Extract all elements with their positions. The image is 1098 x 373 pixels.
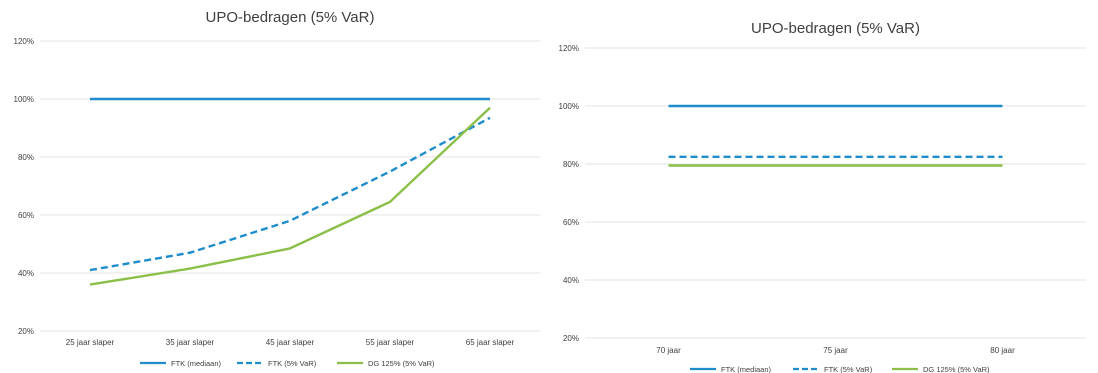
chart-right: UPO-bedragen (5% VaR) 20% 40% 60% 80% 100% 120… (548, 0, 1098, 373)
y-tick-label: 60% (18, 211, 34, 220)
x-tick-label: 65 jaar slaper (466, 338, 515, 347)
x-tick-label: 35 jaar slaper (166, 338, 215, 347)
y-tick-label: 80% (563, 160, 579, 169)
legend-label: FTK (mediaan) (721, 365, 772, 373)
y-tick-label: 20% (18, 327, 34, 336)
x-tick-label: 45 jaar slaper (266, 338, 315, 347)
chart-left: UPO-bedragen (5% VaR) 20% 40% 60% 80% 100% 120… (0, 0, 548, 373)
legend-label: DG 125% (5% VaR) (368, 359, 435, 368)
y-tick-label: 100% (14, 95, 34, 104)
series-line-2 (89, 116, 491, 272)
legend-label: FTK (5% VaR) (824, 365, 873, 373)
legend-label: FTK (mediaan) (171, 359, 222, 368)
x-tick-label: 75 jaar (823, 346, 848, 355)
y-tick-label: 80% (18, 153, 34, 162)
y-tick-label: 40% (563, 276, 579, 285)
y-tick-label: 120% (14, 37, 34, 46)
y-tick-label: 120% (559, 44, 579, 53)
series-line-3 (89, 106, 491, 286)
legend-label: FTK (5% VaR) (268, 359, 317, 368)
x-tick-label: 55 jaar slaper (366, 338, 415, 347)
x-tick-label: 70 jaar (656, 346, 681, 355)
legend-label: DG 125% (5% VaR) (923, 365, 990, 373)
chart-svg: UPO-bedragen (5% VaR) 20% 40% 60% 80% 100% 120… (559, 20, 1086, 373)
chart-title: UPO-bedragen (5% VaR) (206, 9, 375, 26)
chart-title: UPO-bedragen (5% VaR) (751, 20, 920, 37)
chart-svg: UPO-bedragen (5% VaR) 20% 40% 60% 80% 100% 120… (14, 9, 540, 368)
y-tick-label: 100% (559, 102, 579, 111)
y-tick-label: 40% (18, 269, 34, 278)
y-tick-label: 60% (563, 218, 579, 227)
x-tick-label: 25 jaar slaper (66, 338, 115, 347)
y-tick-label: 20% (563, 334, 579, 343)
x-tick-label: 80 jaar (990, 346, 1015, 355)
